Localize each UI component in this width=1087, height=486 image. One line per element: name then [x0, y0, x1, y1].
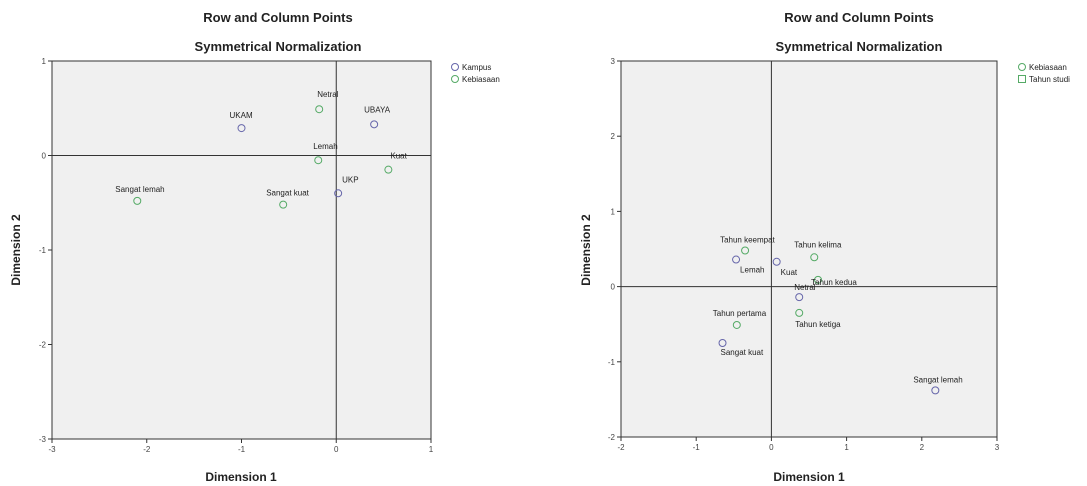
chart-1-x-axis-label: Dimension 1 [205, 470, 277, 484]
x-tick-label: 3 [995, 443, 1000, 452]
point-label: Netral [317, 90, 339, 99]
y-tick-label: -2 [608, 433, 616, 442]
chart-2-subtitle: Symmetrical Normalization [776, 39, 943, 54]
y-tick-label: 0 [611, 283, 616, 292]
x-tick-label: -3 [48, 445, 56, 454]
point-label: Tahun pertama [713, 309, 767, 318]
chart-2-legend-marker-1 [1018, 63, 1026, 71]
x-tick-label: 0 [769, 443, 774, 452]
y-tick-label: -1 [39, 246, 47, 255]
chart-1: Row and Column Points Symmetrical Normal… [9, 10, 500, 484]
x-tick-label: -2 [617, 443, 625, 452]
x-tick-label: 2 [920, 443, 925, 452]
chart-1-title: Row and Column Points [203, 10, 353, 25]
data-point [718, 339, 727, 347]
chart-2-zero-axes [621, 61, 997, 437]
chart-2-title: Row and Column Points [784, 10, 934, 25]
point-label: Lemah [740, 266, 764, 275]
chart-1-points: UKAM UBAYA UKP Netral Lemah Kuat Sangat lemah S… [115, 90, 408, 209]
chart-2-legend-label-1: Kebiasaan [1029, 63, 1067, 72]
point-label: Netral [794, 283, 816, 292]
point-label: Sangat kuat [721, 348, 764, 357]
data-point [133, 196, 142, 205]
chart-2-plot-area [620, 60, 998, 438]
data-point [741, 246, 750, 255]
chart-2: Row and Column Points Symmetrical Normal… [579, 10, 1070, 484]
point-label: Kuat [390, 152, 407, 161]
chart-1-legend-marker-2 [451, 75, 459, 83]
data-point [732, 255, 741, 264]
y-tick-label: -3 [39, 435, 47, 444]
point-label: UKP [342, 175, 358, 184]
x-tick-label: -1 [693, 443, 701, 452]
chart-2-legend-marker-2 [1018, 75, 1026, 83]
chart-1-subtitle: Symmetrical Normalization [195, 39, 362, 54]
data-point [370, 120, 379, 129]
data-point [931, 386, 940, 395]
data-point [334, 189, 343, 198]
chart-2-points: Lemah Kuat Netral Sangat kuat Sangat lemah Ta… [713, 236, 963, 395]
point-label: Tahun keempat [720, 236, 775, 245]
chart-1-legend: Kampus Kebiasaan [451, 63, 500, 84]
chart-2-legend-label-2: Tahun studi [1029, 75, 1070, 84]
data-point [795, 308, 804, 317]
chart-1-y-axis-label: Dimension 2 [9, 214, 23, 286]
chart-2-x-ticks: -2 -1 0 1 2 3 [617, 437, 1000, 452]
y-tick-label: 2 [611, 132, 616, 141]
point-label: Tahun kedua [811, 278, 857, 287]
data-point [810, 253, 819, 262]
point-label: Sangat kuat [266, 189, 309, 198]
data-point [795, 293, 804, 302]
data-point [384, 165, 393, 174]
chart-1-y-ticks: 1 0 -1 -2 -3 [39, 57, 52, 444]
point-label: Lemah [313, 142, 337, 151]
data-point [315, 105, 324, 114]
x-tick-label: 1 [844, 443, 849, 452]
data-point [732, 320, 741, 329]
point-label: UBAYA [364, 105, 391, 114]
chart-1-x-ticks: -3 -2 -1 0 1 [48, 439, 434, 454]
data-point [814, 275, 823, 284]
point-label: Tahun kelima [794, 240, 842, 249]
y-tick-label: 1 [611, 207, 616, 216]
chart-1-plot-area [51, 60, 432, 440]
point-label: Kuat [781, 268, 798, 277]
point-label: UKAM [230, 111, 253, 120]
x-tick-label: -1 [238, 445, 246, 454]
data-point [279, 200, 288, 209]
chart-2-legend: Kebiasaan Tahun studi [1018, 63, 1070, 84]
chart-2-x-axis-label: Dimension 1 [773, 470, 845, 484]
chart-1-legend-label-1: Kampus [462, 63, 491, 72]
x-tick-label: 0 [334, 445, 339, 454]
data-point [314, 156, 323, 165]
data-point [772, 257, 781, 266]
point-label: Tahun ketiga [795, 320, 841, 329]
chart-2-y-axis-label: Dimension 2 [579, 214, 593, 286]
y-tick-label: -1 [608, 358, 616, 367]
chart-1-zero-axes [52, 61, 431, 439]
data-point [237, 124, 246, 133]
chart-2-y-ticks: 3 2 1 0 -1 -2 [608, 57, 621, 442]
x-tick-label: 1 [429, 445, 434, 454]
y-tick-label: 3 [611, 57, 616, 66]
y-tick-label: -2 [39, 341, 47, 350]
y-tick-label: 0 [42, 152, 47, 161]
point-label: Sangat lemah [115, 185, 164, 194]
point-label: Sangat lemah [913, 375, 962, 384]
y-tick-label: 1 [42, 57, 47, 66]
chart-1-legend-label-2: Kebiasaan [462, 75, 500, 84]
chart-1-legend-marker-1 [451, 63, 459, 71]
x-tick-label: -2 [143, 445, 151, 454]
